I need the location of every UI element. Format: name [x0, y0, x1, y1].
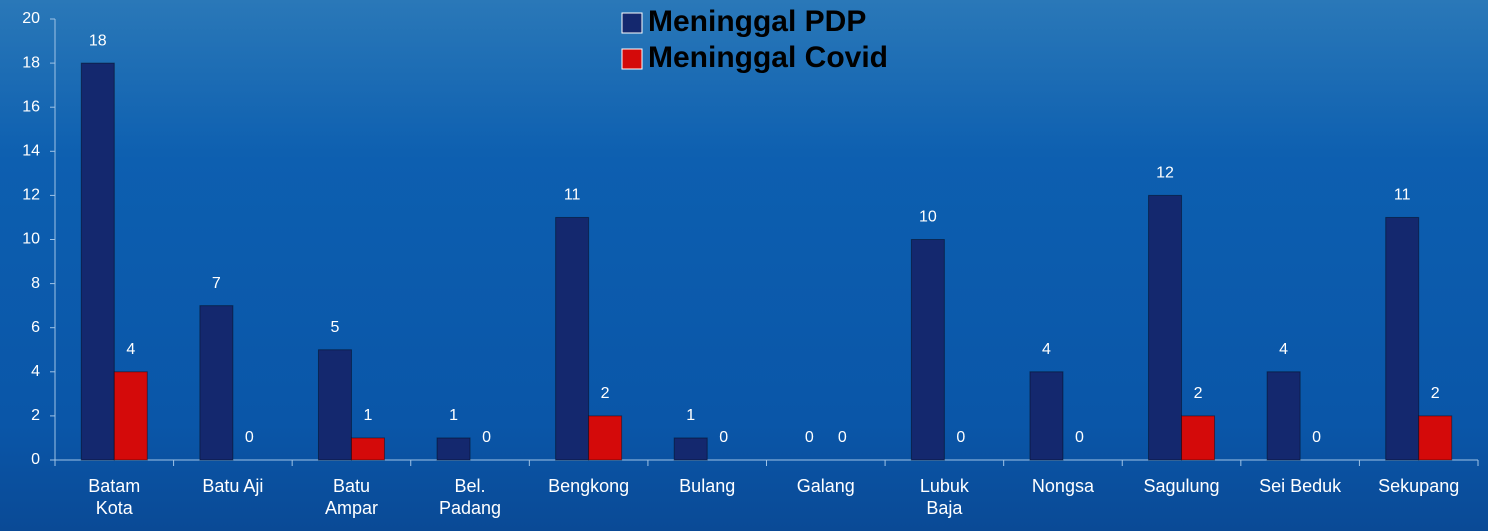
- bar: [1385, 216, 1420, 461]
- x-tick-label: Sei Beduk: [1259, 476, 1342, 496]
- bar: [1418, 415, 1453, 461]
- value-label: 0: [1075, 429, 1084, 446]
- x-tick-label: Galang: [796, 476, 855, 496]
- bar: [588, 415, 623, 461]
- value-label: 0: [245, 429, 254, 446]
- y-tick-label: 0: [31, 451, 40, 468]
- y-tick-label: 16: [22, 98, 40, 115]
- bar: [113, 371, 148, 461]
- x-tick-label: Sekupang: [1378, 476, 1460, 496]
- bar: [436, 437, 471, 461]
- x-tick-label: Bengkong: [548, 476, 630, 496]
- y-tick-label: 4: [31, 363, 40, 380]
- x-tick-label: Batu Aji: [202, 476, 264, 496]
- bar: [555, 216, 590, 461]
- bar: [317, 349, 352, 461]
- bar: [673, 437, 708, 461]
- value-label: 2: [1431, 385, 1440, 402]
- value-label: 2: [601, 385, 610, 402]
- y-tick-label: 20: [22, 10, 40, 27]
- x-tick-label: Lubuk Baja: [919, 476, 969, 518]
- value-label: 0: [805, 429, 814, 446]
- value-label: 11: [1394, 187, 1411, 204]
- value-label: 11: [564, 187, 581, 204]
- bar: [1029, 371, 1064, 461]
- value-label: 0: [1312, 429, 1321, 446]
- bar: [350, 437, 385, 461]
- value-label: 2: [1194, 385, 1203, 402]
- legend-label: Meninggal Covid: [648, 41, 888, 74]
- value-label: 0: [719, 429, 728, 446]
- value-label: 0: [956, 429, 965, 446]
- value-label: 0: [482, 429, 491, 446]
- bar: [199, 305, 234, 461]
- y-tick-label: 18: [22, 54, 40, 71]
- value-label: 7: [212, 275, 221, 292]
- value-label: 4: [1042, 341, 1051, 358]
- x-tick-label: Batu Ampar: [324, 476, 378, 518]
- legend-label: Meninggal PDP: [648, 5, 866, 38]
- bar: [910, 239, 945, 461]
- value-label: 1: [364, 407, 373, 424]
- y-tick-label: 12: [22, 187, 40, 204]
- value-label: 5: [331, 319, 340, 336]
- x-tick-label: Nongsa: [1031, 476, 1094, 496]
- value-label: 18: [89, 32, 107, 49]
- x-tick-label: Batam Kota: [88, 476, 141, 518]
- value-label: 4: [126, 341, 135, 358]
- value-label: 10: [919, 209, 937, 226]
- legend-swatch: [621, 48, 643, 70]
- y-tick-label: 2: [31, 407, 40, 424]
- x-tick-label: Bel. Padang: [439, 476, 502, 518]
- x-tick-label: Sagulung: [1143, 476, 1220, 496]
- value-label: 1: [449, 407, 458, 424]
- bar: [1266, 371, 1301, 461]
- legend-swatch: [621, 12, 643, 34]
- value-label: 1: [686, 407, 695, 424]
- y-tick-label: 10: [22, 231, 40, 248]
- y-tick-label: 6: [31, 319, 40, 336]
- value-label: 4: [1279, 341, 1288, 358]
- value-label: 0: [838, 429, 847, 446]
- bar: [80, 62, 115, 461]
- bar: [1148, 194, 1183, 461]
- y-tick-label: 14: [22, 143, 40, 160]
- bar: [1181, 415, 1216, 461]
- value-label: 12: [1156, 165, 1174, 182]
- x-tick-label: Bulang: [679, 476, 736, 496]
- y-tick-label: 8: [31, 275, 40, 292]
